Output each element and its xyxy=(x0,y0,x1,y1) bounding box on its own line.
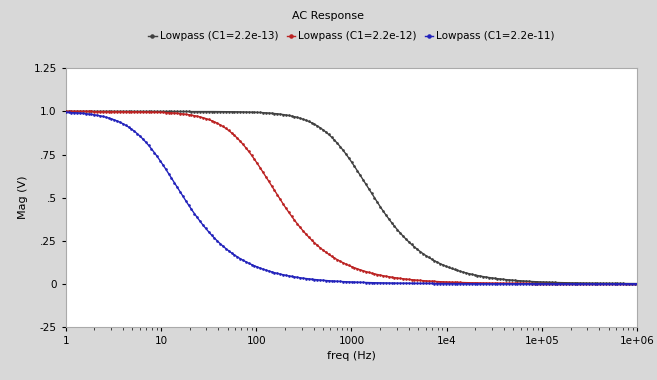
Legend: Lowpass (C1=2.2e-13), Lowpass (C1=2.2e-12), Lowpass (C1=2.2e-11): Lowpass (C1=2.2e-13), Lowpass (C1=2.2e-1… xyxy=(144,27,559,46)
Lowpass (C1=2.2e-12) xyxy=(560,281,568,286)
Lowpass (C1=2.2e-13) xyxy=(127,109,135,114)
Lowpass (C1=2.2e-12) xyxy=(62,109,70,114)
Lowpass (C1=2.2e-11) xyxy=(560,282,568,286)
Lowpass (C1=2.2e-13) xyxy=(62,109,70,114)
Lowpass (C1=2.2e-11) xyxy=(161,165,169,170)
Lowpass (C1=2.2e-12) xyxy=(633,282,641,286)
Lowpass (C1=2.2e-11) xyxy=(306,277,313,281)
Y-axis label: Mag (V): Mag (V) xyxy=(18,176,28,219)
Lowpass (C1=2.2e-11) xyxy=(281,273,289,277)
Lowpass (C1=2.2e-13) xyxy=(161,109,169,114)
Lowpass (C1=2.2e-12) xyxy=(306,236,313,240)
Lowpass (C1=2.2e-11) xyxy=(633,282,641,286)
Line: Lowpass (C1=2.2e-11): Lowpass (C1=2.2e-11) xyxy=(64,111,639,285)
Line: Lowpass (C1=2.2e-12): Lowpass (C1=2.2e-12) xyxy=(64,110,639,285)
Lowpass (C1=2.2e-13) xyxy=(560,280,568,285)
Text: AC Response: AC Response xyxy=(292,11,365,21)
Lowpass (C1=2.2e-13) xyxy=(633,281,641,286)
Lowpass (C1=2.2e-13) xyxy=(281,112,289,117)
Lowpass (C1=2.2e-11) xyxy=(62,110,70,115)
Lowpass (C1=2.2e-13) xyxy=(306,120,313,124)
Lowpass (C1=2.2e-12) xyxy=(281,204,289,209)
Lowpass (C1=2.2e-11) xyxy=(127,126,135,131)
Lowpass (C1=2.2e-12) xyxy=(127,109,135,114)
Lowpass (C1=2.2e-12) xyxy=(622,282,630,286)
X-axis label: freq (Hz): freq (Hz) xyxy=(327,352,376,361)
Lowpass (C1=2.2e-13) xyxy=(622,281,630,286)
Lowpass (C1=2.2e-11) xyxy=(622,282,630,286)
Lowpass (C1=2.2e-12) xyxy=(161,110,169,115)
Line: Lowpass (C1=2.2e-13): Lowpass (C1=2.2e-13) xyxy=(64,110,639,285)
